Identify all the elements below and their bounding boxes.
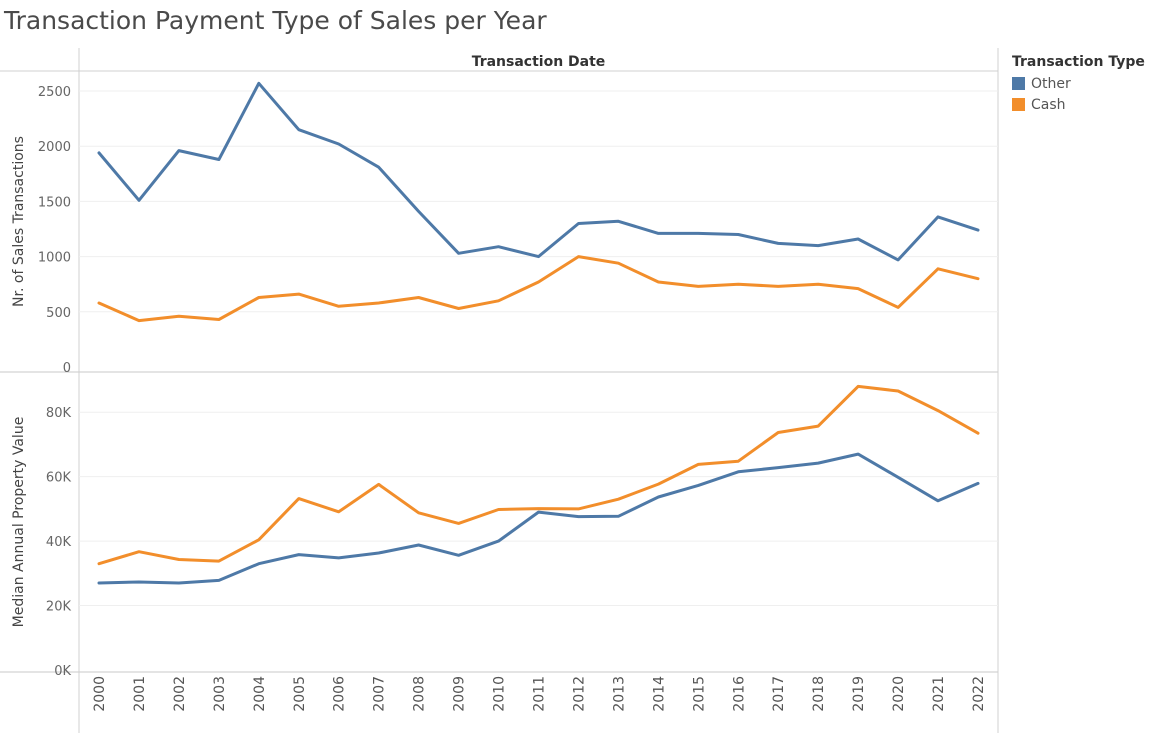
x-tick-label: 2022 bbox=[971, 676, 987, 712]
y-tick-label: 0K bbox=[54, 664, 71, 679]
x-tick-label: 2000 bbox=[92, 676, 108, 712]
y-tick-label: 40K bbox=[46, 535, 72, 550]
legend-label-other: Other bbox=[1031, 75, 1071, 92]
x-tick-label: 2010 bbox=[492, 676, 508, 712]
x-tick-label: 2003 bbox=[212, 676, 228, 712]
x-tick-label: 2016 bbox=[731, 676, 747, 712]
y-tick-label: 0 bbox=[63, 361, 71, 376]
legend-swatch-other bbox=[1012, 77, 1025, 90]
x-tick-label: 2008 bbox=[412, 676, 428, 712]
y-tick-label: 2000 bbox=[38, 140, 71, 155]
x-tick-label: 2014 bbox=[651, 676, 667, 712]
series-line-other bbox=[97, 81, 980, 262]
column-header: Transaction Date bbox=[472, 54, 606, 70]
series-line-cash bbox=[97, 255, 980, 323]
x-tick-label: 2018 bbox=[811, 676, 827, 712]
chart-frame bbox=[0, 48, 999, 733]
legend-item-other[interactable]: Other bbox=[1012, 73, 1145, 94]
legend[interactable]: Transaction Type Other Cash bbox=[1012, 54, 1145, 115]
x-tick-label: 2013 bbox=[611, 676, 627, 712]
x-tick-label: 2007 bbox=[372, 676, 388, 712]
series-line-other bbox=[97, 452, 980, 585]
legend-label-cash: Cash bbox=[1031, 96, 1066, 113]
x-tick-label: 2002 bbox=[172, 676, 188, 712]
y-tick-label: 20K bbox=[46, 600, 72, 615]
y-tick-label: 2500 bbox=[38, 85, 71, 100]
legend-item-cash[interactable]: Cash bbox=[1012, 94, 1145, 115]
gridlines bbox=[79, 90, 998, 607]
x-tick-label: 2012 bbox=[571, 676, 587, 712]
x-tick-label: 2004 bbox=[252, 676, 268, 712]
y-tick-label: 500 bbox=[46, 306, 71, 321]
legend-swatch-cash bbox=[1012, 98, 1025, 111]
series-lines bbox=[97, 81, 980, 585]
axis-labels: Transaction Date 0 500 1000 1500 2000 2500 Nr. … bbox=[11, 54, 987, 712]
legend-title: Transaction Type bbox=[1012, 54, 1145, 70]
y-tick-label: 1000 bbox=[38, 251, 71, 266]
y-axis-title: Nr. of Sales Transactions bbox=[11, 136, 27, 307]
x-tick-label: 2001 bbox=[132, 676, 148, 712]
x-tick-label: 2020 bbox=[891, 676, 907, 712]
x-tick-label: 2009 bbox=[452, 676, 468, 712]
x-tick-label: 2011 bbox=[532, 676, 548, 712]
y-axis-title: Median Annual Property Value bbox=[11, 417, 27, 628]
x-tick-label: 2015 bbox=[691, 676, 707, 712]
x-tick-label: 2019 bbox=[851, 676, 867, 712]
y-tick-label: 60K bbox=[46, 471, 72, 486]
x-tick-label: 2005 bbox=[292, 676, 308, 712]
series-line-cash bbox=[97, 384, 980, 566]
x-tick-label: 2017 bbox=[771, 676, 787, 712]
chart-title: Transaction Payment Type of Sales per Ye… bbox=[4, 6, 547, 35]
y-tick-label: 80K bbox=[46, 406, 72, 421]
y-tick-label: 1500 bbox=[38, 195, 71, 210]
x-tick-label: 2021 bbox=[931, 676, 947, 712]
x-tick-label: 2006 bbox=[332, 676, 348, 712]
